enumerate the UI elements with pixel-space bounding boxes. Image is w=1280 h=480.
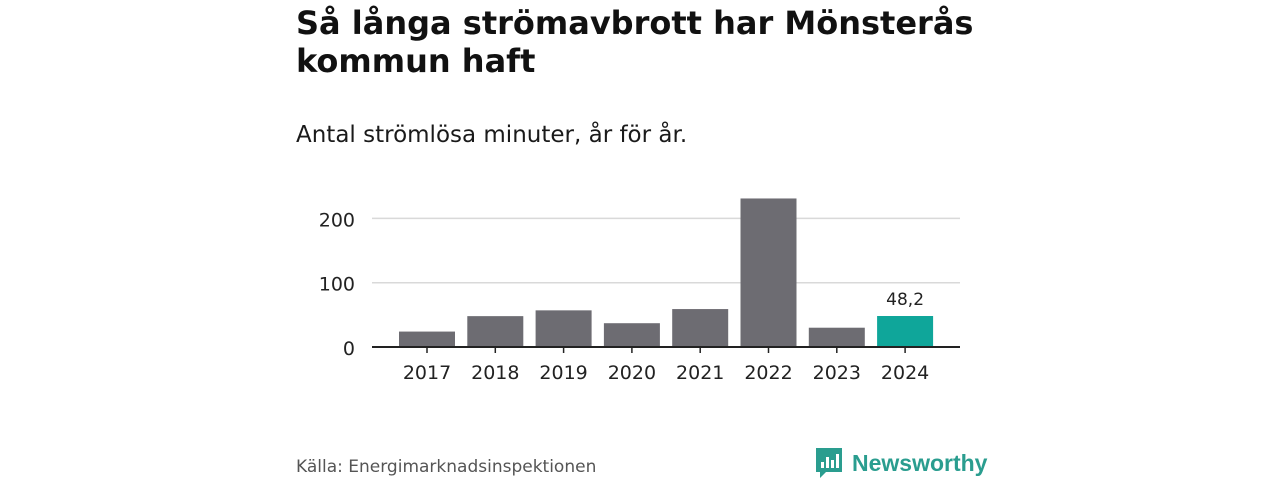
x-tick-label: 2024: [881, 362, 929, 384]
bar-2023: [808, 327, 865, 347]
x-tick-label: 2020: [608, 362, 656, 384]
brand-logo[interactable]: Newsworthy: [814, 446, 987, 480]
x-tick-label: 2019: [539, 362, 587, 384]
brand-name: Newsworthy: [852, 449, 988, 476]
newsworthy-logo-icon: [816, 448, 842, 478]
bar-2017: [399, 331, 455, 347]
bar-2019: [535, 310, 592, 347]
chart-title: Så långa strömavbrott har Mönsterås komm…: [296, 4, 974, 80]
y-tick-label: 0: [343, 338, 355, 360]
bar-2022: [740, 198, 797, 347]
y-tick-label: 200: [319, 209, 355, 231]
bar-2020: [603, 323, 660, 347]
x-tick-label: 2018: [471, 362, 519, 384]
bar-2018: [467, 316, 524, 347]
x-tick-label: 2021: [676, 362, 724, 384]
bar-2024: [877, 316, 934, 347]
source-note: Källa: Energimarknadsinspektionen: [296, 457, 597, 477]
x-tick-label: 2023: [813, 362, 861, 384]
bar-2021: [672, 309, 729, 347]
y-tick-label: 100: [319, 274, 355, 296]
chart-subtitle: Antal strömlösa minuter, år för år.: [296, 122, 688, 148]
x-tick-label: 2022: [744, 362, 792, 384]
data-label-2024: 48,2: [886, 290, 924, 310]
x-tick-label: 2017: [403, 362, 451, 384]
